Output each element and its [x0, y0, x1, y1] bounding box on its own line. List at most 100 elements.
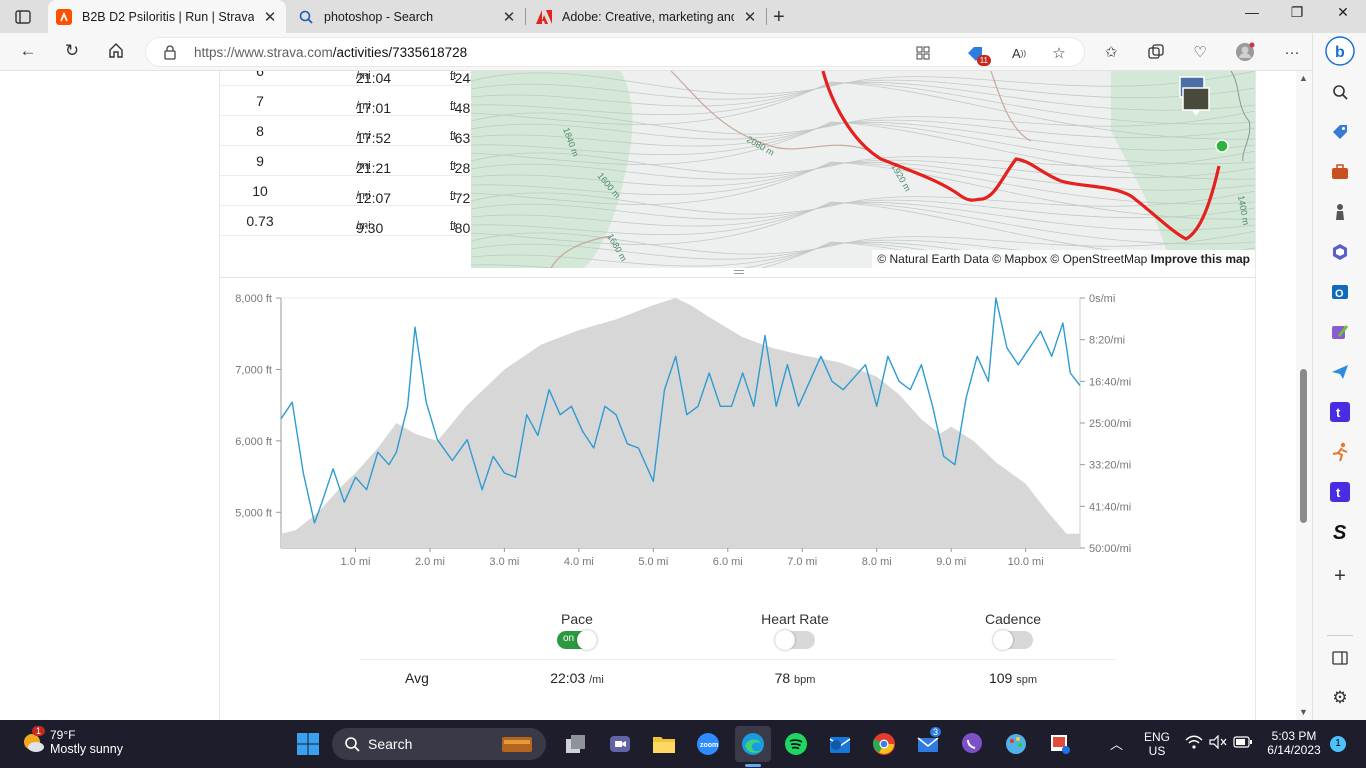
add-sidebar-app-icon[interactable]: +: [1334, 564, 1346, 587]
strava-favicon-icon: [56, 8, 72, 25]
pace-tick-label: 41:40/mi: [1089, 501, 1131, 513]
chart-svg[interactable]: 8,000 ft 7,000 ft 6,000 ft 5,000 ft 0s/mi 8:2…: [220, 286, 1150, 576]
tab-bing-search[interactable]: photoshop - Search ✕: [290, 0, 525, 33]
close-tab-icon[interactable]: ✕: [502, 8, 516, 26]
lock-icon[interactable]: [164, 45, 176, 63]
scroll-down-arrow-icon[interactable]: ▼: [1299, 707, 1308, 717]
collections-icon[interactable]: [1145, 42, 1167, 62]
microsoft-365-icon[interactable]: [1328, 241, 1352, 263]
bing-chat-icon[interactable]: b: [1325, 36, 1355, 66]
refresh-icon[interactable]: ↻: [64, 41, 80, 60]
split-screen-icon[interactable]: [1328, 647, 1352, 669]
zoom-icon[interactable]: zoom: [694, 730, 722, 758]
teams-chat-icon[interactable]: [606, 730, 634, 758]
cadence-label: Cadence: [984, 611, 1042, 627]
map-attribution: © Natural Earth Data © Mapbox © OpenStre…: [872, 250, 1255, 268]
x-tick-label: 1.0 mi: [340, 556, 370, 568]
address-bar[interactable]: https://www.strava.com/activities/733561…: [145, 37, 1085, 67]
route-map[interactable]: 1840 m 2080 m 1600 m 1680 m 1920 m 1400 …: [471, 71, 1255, 268]
scroll-up-arrow-icon[interactable]: ▲: [1299, 73, 1308, 83]
drop-pencil-icon[interactable]: [1328, 321, 1352, 343]
more-menu-icon[interactable]: ···: [1284, 43, 1300, 61]
region-code: US: [1148, 744, 1166, 758]
back-icon[interactable]: ←: [19, 41, 37, 60]
elevation-pace-chart[interactable]: 8,000 ft 7,000 ft 6,000 ft 5,000 ft 0s/mi 8:2…: [220, 286, 1150, 576]
tumblr-2-icon[interactable]: t: [1328, 481, 1352, 503]
app-available-icon[interactable]: [912, 43, 934, 63]
restore-icon[interactable]: ❐: [1290, 4, 1304, 20]
favorites-icon[interactable]: ✩: [1104, 44, 1118, 61]
avg-divider: [360, 659, 1116, 660]
sidebar-settings-gear-icon[interactable]: ⚙: [1332, 688, 1348, 707]
close-tab-icon[interactable]: ✕: [263, 8, 277, 26]
favorite-star-icon[interactable]: ☆: [1052, 45, 1066, 62]
new-tab-icon[interactable]: +: [773, 6, 785, 28]
shopping-tag-icon[interactable]: [1328, 121, 1352, 143]
split-mile: 6: [256, 71, 264, 79]
tumblr-icon[interactable]: t: [1328, 401, 1352, 423]
file-explorer-icon[interactable]: [650, 730, 678, 758]
photos-thumbnail-icon[interactable]: [1179, 76, 1210, 116]
games-chess-icon[interactable]: [1328, 201, 1352, 223]
s-app-icon[interactable]: S: [1328, 521, 1352, 543]
battery-icon[interactable]: [1233, 736, 1253, 751]
minimize-icon[interactable]: —: [1245, 4, 1259, 20]
snipping-tool-icon[interactable]: [1046, 730, 1074, 758]
x-tick-label: 8.0 mi: [862, 556, 892, 568]
send-plane-icon[interactable]: [1328, 361, 1352, 383]
split-mile: 0.73: [246, 213, 274, 229]
clock[interactable]: 5:03 PM 6/14/2023: [1262, 729, 1326, 757]
split-row: 8 17:52 /mi -637 ft: [220, 116, 478, 146]
spotify-icon[interactable]: [782, 730, 810, 758]
show-hidden-icons-chevron-icon[interactable]: ︿: [1110, 737, 1124, 752]
edge-browser-icon[interactable]: [735, 726, 771, 762]
scroll-thumb[interactable]: [1300, 369, 1307, 523]
outlook-mail-icon[interactable]: [826, 730, 854, 758]
weather-widget[interactable]: 1 79°F Mostly sunny: [20, 726, 123, 756]
map-chart-divider[interactable]: [220, 268, 1255, 278]
pace-tick-label: 8:20/mi: [1089, 335, 1125, 347]
chrome-icon[interactable]: [870, 730, 898, 758]
close-window-icon[interactable]: ✕: [1337, 4, 1349, 20]
read-aloud-icon[interactable]: A)): [1012, 45, 1026, 61]
home-icon[interactable]: [104, 41, 128, 63]
collections-shopping-icon[interactable]: 11: [964, 43, 991, 66]
search-icon[interactable]: [1328, 81, 1352, 103]
toggle-knob: [577, 630, 597, 650]
pace-tick-label: 16:40/mi: [1089, 376, 1131, 388]
avg-cadence: 109 spm: [943, 670, 1083, 686]
close-tab-icon[interactable]: ✕: [743, 8, 757, 26]
outlook-icon[interactable]: O: [1328, 281, 1352, 303]
viber-icon[interactable]: [958, 730, 986, 758]
pace-toggle[interactable]: on: [557, 630, 597, 650]
taskbar-search[interactable]: Search: [332, 728, 546, 760]
pace-line[interactable]: [280, 297, 1081, 524]
wifi-icon[interactable]: [1185, 735, 1203, 752]
tab-adobe[interactable]: Adobe: Creative, marketing and d ✕: [528, 0, 766, 33]
profile-avatar-icon[interactable]: [1234, 42, 1256, 62]
heart-rate-toggle[interactable]: [775, 630, 815, 650]
elevation-area[interactable]: [281, 298, 1080, 548]
tab-strava[interactable]: B2B D2 Psiloritis | Run | Strava ✕: [48, 0, 286, 33]
tools-briefcase-icon[interactable]: [1328, 161, 1352, 183]
task-view-icon[interactable]: [562, 730, 590, 758]
resize-handle-icon[interactable]: [734, 270, 744, 276]
improve-map-link[interactable]: Improve this map: [1150, 252, 1250, 266]
start-windows-icon[interactable]: [294, 730, 322, 758]
volume-muted-icon[interactable]: [1209, 734, 1227, 752]
route-line: [821, 71, 1221, 241]
performance-heart-icon[interactable]: ♡: [1193, 44, 1207, 61]
language-indicator[interactable]: ENG US: [1140, 730, 1174, 758]
runner-icon[interactable]: [1328, 441, 1352, 463]
mail-icon[interactable]: 3: [914, 726, 943, 758]
start-marker-icon[interactable]: [1215, 139, 1229, 153]
splits-table: 6 21:04 /mi -244 ft 7 17:01 /mi -486 ft 8 17:52…: [220, 71, 478, 236]
strava-activity-page: 6 21:04 /mi -244 ft 7 17:01 /mi -486 ft 8 17:52…: [0, 71, 1296, 720]
paint-icon[interactable]: [1002, 730, 1030, 758]
map-canvas[interactable]: 1840 m 2080 m 1600 m 1680 m 1920 m 1400 …: [471, 71, 1255, 268]
page-scrollbar[interactable]: ▲ ▼: [1296, 71, 1312, 720]
notification-badge[interactable]: 1: [1330, 736, 1346, 752]
split-pace-value: 9:30: [356, 220, 384, 236]
tab-actions-icon[interactable]: [14, 8, 32, 26]
cadence-toggle[interactable]: [993, 630, 1033, 650]
